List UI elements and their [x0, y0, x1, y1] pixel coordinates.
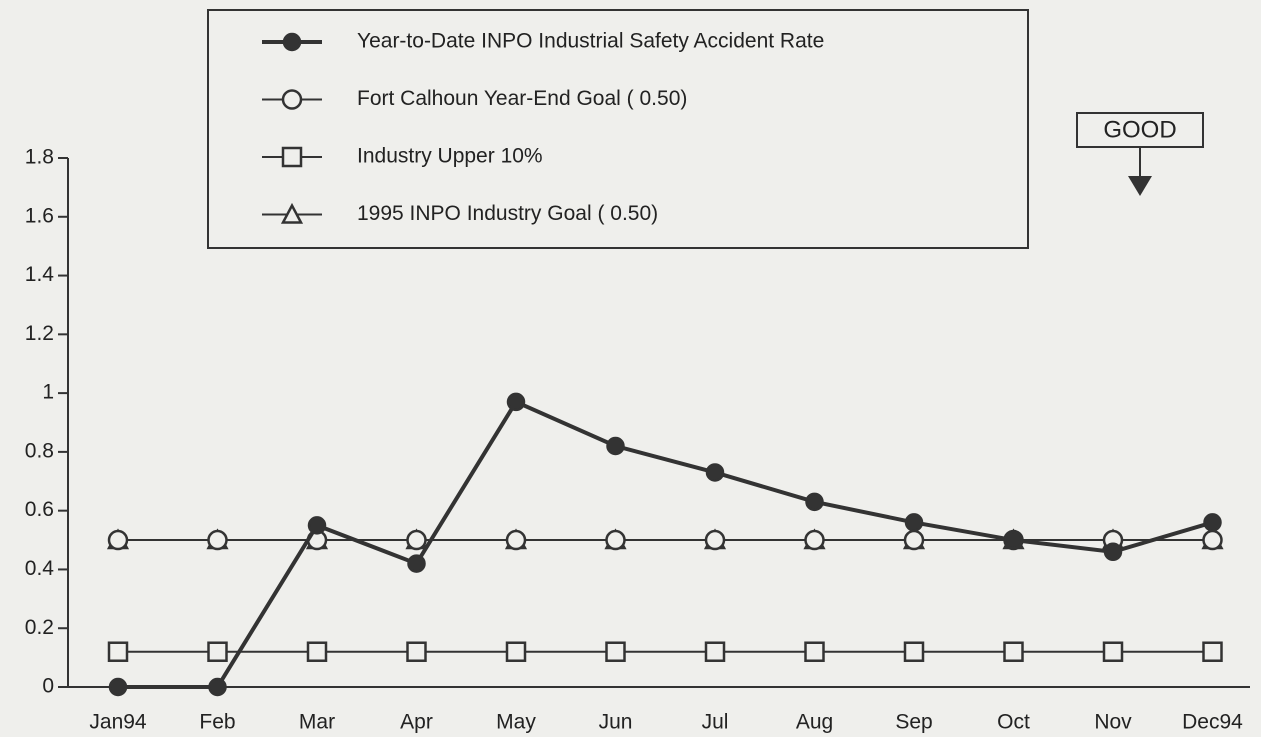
legend-label: Year-to-Date INPO Industrial Safety Acci… [357, 30, 824, 53]
point [406, 641, 427, 662]
point [506, 392, 526, 412]
point [1003, 641, 1024, 662]
point [108, 677, 128, 697]
point [306, 641, 328, 662]
point [1202, 529, 1223, 551]
x-tick-label: Dec94 [1182, 711, 1243, 734]
legend-label: Industry Upper 10% [357, 145, 543, 168]
y-tick-label: 0.4 [25, 557, 55, 580]
y-tick-label: 1 [42, 381, 54, 404]
legend-marker [280, 202, 304, 224]
y-tick-label: 0 [42, 675, 54, 698]
point [903, 529, 925, 551]
series-line [118, 399, 1214, 689]
point [705, 463, 725, 482]
point [1103, 542, 1123, 562]
y-tick-label: 1.4 [25, 263, 55, 286]
point [1203, 513, 1222, 532]
point [207, 641, 228, 662]
point [107, 529, 129, 551]
y-tick-label: 1.6 [25, 204, 54, 227]
point [107, 641, 129, 662]
y-tick-label: 0.2 [25, 616, 54, 639]
point [207, 529, 228, 551]
point [307, 516, 327, 535]
y-tick-label: 0.8 [25, 439, 54, 462]
point [804, 529, 825, 551]
x-tick-label: Nov [1094, 711, 1132, 734]
point [1202, 641, 1223, 662]
y-tick-label: 0.6 [25, 498, 54, 521]
point [208, 677, 227, 697]
point [804, 641, 825, 662]
point [505, 529, 527, 551]
point [904, 513, 924, 532]
legend-marker [281, 146, 303, 168]
x-tick-label: Jul [702, 711, 729, 734]
y-tick-label: 1.8 [25, 146, 54, 169]
point [606, 436, 625, 456]
point [1102, 641, 1124, 662]
point [704, 529, 726, 551]
legend-marker [282, 32, 302, 52]
legend-label: 1995 INPO Industry Goal ( 0.50) [357, 202, 658, 225]
legend-marker [281, 89, 303, 110]
x-tick-label: Aug [796, 711, 833, 734]
x-tick-label: Oct [997, 711, 1030, 734]
x-tick-label: Jun [599, 711, 633, 734]
point [1004, 530, 1023, 550]
point [605, 641, 626, 662]
x-tick-label: Feb [199, 711, 235, 734]
legend-box [207, 9, 1029, 249]
annotation: GOOD [1103, 116, 1176, 143]
point [505, 641, 527, 662]
point [903, 641, 925, 662]
point [605, 529, 626, 551]
x-tick-label: Sep [895, 711, 932, 734]
legend-label: Fort Calhoun Year-End Goal ( 0.50) [357, 87, 687, 110]
x-tick-label: Jan94 [89, 711, 147, 734]
x-tick-label: May [496, 711, 536, 734]
point [805, 492, 824, 512]
y-tick-label: 1.2 [25, 322, 54, 345]
point [704, 641, 726, 662]
point [407, 554, 426, 573]
x-tick-label: Mar [299, 711, 335, 734]
annotation-arrowhead [1128, 176, 1152, 196]
point [406, 529, 427, 551]
x-tick-label: Apr [400, 711, 433, 734]
